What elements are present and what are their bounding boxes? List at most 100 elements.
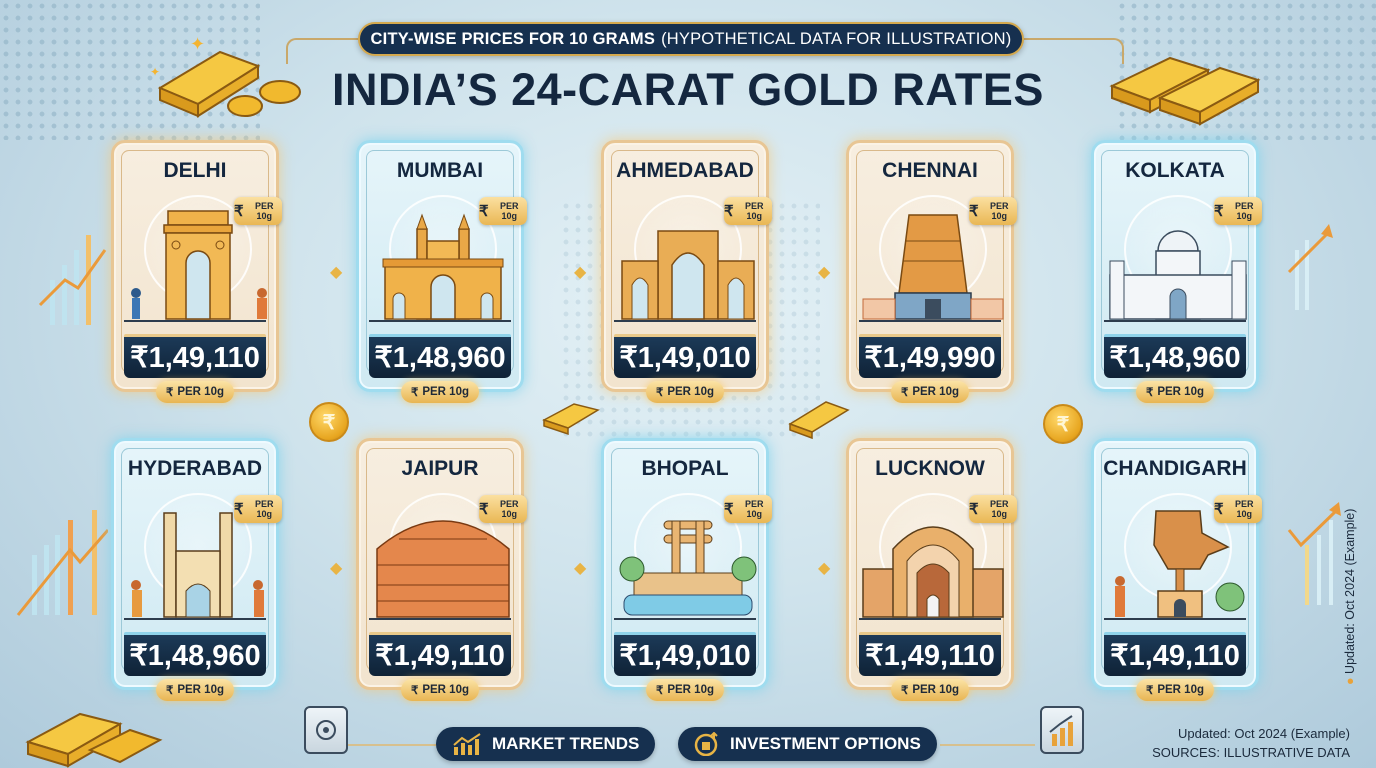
trend-chart-icon (16, 510, 108, 616)
rupee-icon: ₹ (479, 501, 489, 518)
per-10g-pill: ₹ PER 10g (891, 381, 969, 403)
city-card-delhi[interactable]: DELHI ₹ PER 10g ₹1,49,110 ₹ PER 10g (111, 140, 282, 403)
per-10g-pill: ₹ PER 10g (401, 381, 479, 403)
header-decor-line (1024, 38, 1124, 64)
per-10g-tag: ₹ PER 10g (234, 495, 282, 523)
rupee-icon: ₹ (234, 203, 244, 220)
investment-options-label: INVESTMENT OPTIONS (730, 734, 921, 753)
rupee-icon: ₹ (1214, 203, 1224, 220)
ground-line (369, 618, 511, 620)
per-10g-tag: ₹ PER 10g (479, 495, 527, 523)
gold-bars-icon (25, 712, 163, 768)
city-name: AHMEDABAD (616, 159, 754, 182)
price-value: ₹1,49,110 (859, 632, 1001, 676)
city-name: HYDERABAD (127, 457, 263, 480)
per-10g-tag: ₹ PER 10g (1214, 495, 1262, 523)
city-name: LUCKNOW (875, 457, 985, 480)
safe-vault-icon (304, 706, 348, 754)
ground-line (124, 618, 266, 620)
rupee-icon: ₹ (166, 387, 174, 399)
city-name: CHANDIGARH (1103, 457, 1247, 480)
rumi-darwaza-icon (862, 526, 1004, 618)
ground-line (124, 320, 266, 322)
rupee-icon: ₹ (901, 685, 909, 697)
gateway-of-india-icon (382, 213, 504, 320)
updated-vertical-note: ● Updated: Oct 2024 (Example) (1343, 508, 1357, 685)
city-name: JAIPUR (401, 457, 479, 480)
city-card-chennai[interactable]: CHENNAI ₹ PER 10g ₹1,49,990 ₹ PER 10g (846, 140, 1017, 403)
sanchi-gate-icon (619, 520, 757, 616)
per-10g-tag: ₹ PER 10g (724, 197, 772, 225)
connector-icon: ◆ (818, 558, 831, 577)
investment-options-button[interactable]: INVESTMENT OPTIONS (678, 727, 937, 761)
rupee-icon: ₹ (1146, 387, 1154, 399)
sources-note: SOURCES: ILLUSTRATIVE DATA (1152, 745, 1350, 760)
rupee-icon: ₹ (969, 501, 979, 518)
ground-line (859, 320, 1001, 322)
hawa-mahal-icon (376, 520, 510, 618)
ground-line (1104, 320, 1246, 322)
trend-arrow-icon (1287, 224, 1333, 310)
rupee-icon: ₹ (411, 387, 419, 399)
victoria-memorial-icon (1109, 230, 1247, 320)
per-10g-pill: ₹ PER 10g (156, 381, 234, 403)
city-card-hyderabad[interactable]: HYDERABAD ₹ PER 10g ₹1,48,960 ₹ PER 10g (111, 438, 282, 701)
rupee-icon: ● (1343, 677, 1357, 685)
per-10g-pill: ₹ PER 10g (1136, 381, 1214, 403)
city-card-kolkata[interactable]: KOLKATA ₹ PER 10g ₹1,48,960 ₹ PER 10g (1091, 140, 1262, 403)
rupee-icon: ₹ (724, 203, 734, 220)
charminar-icon (131, 512, 264, 618)
gold-bars-icon (1109, 56, 1261, 126)
rupee-coin-icon: ₹ (309, 402, 349, 442)
ground-line (614, 320, 756, 322)
svg-text:✦: ✦ (190, 34, 205, 55)
price-value: ₹1,49,010 (614, 632, 756, 676)
connector-icon: ◆ (574, 558, 587, 577)
rupee-icon: ₹ (411, 685, 419, 697)
city-name: MUMBAI (396, 159, 484, 182)
city-card-chandigarh[interactable]: CHANDIGARH ₹ PER 10g ₹1,49,110 ₹ PER 10g (1091, 438, 1262, 701)
chart-trend-icon (453, 733, 481, 755)
footer-note: Updated: Oct 2024 (Example) SOURCES: ILL… (1152, 724, 1350, 762)
market-trends-button[interactable]: MARKET TRENDS (436, 727, 656, 761)
rupee-icon: ₹ (479, 203, 489, 220)
ground-line (369, 320, 511, 322)
safe-chart-icon (1040, 706, 1084, 754)
trend-arrow-icon (1287, 502, 1341, 605)
per-10g-tag: ₹ PER 10g (479, 197, 527, 225)
rupee-icon: ₹ (969, 203, 979, 220)
per-10g-tag: ₹ PER 10g (234, 197, 282, 225)
rupee-icon: ₹ (1146, 685, 1154, 697)
city-card-mumbai[interactable]: MUMBAI ₹ PER 10g ₹1,48,960 ₹ PER 10g (356, 140, 527, 403)
city-card-bhopal[interactable]: BHOPAL ₹ PER 10g ₹1,49,010 ₹ PER 10g (601, 438, 772, 701)
ground-line (1104, 618, 1246, 620)
city-card-ahmedabad[interactable]: AHMEDABAD ₹ PER 10g ₹1,49,010 ₹ PER 10g (601, 140, 772, 403)
teen-darwaza-icon (621, 230, 755, 320)
market-trends-label: MARKET TRENDS (492, 734, 640, 753)
connector-icon: ◆ (818, 262, 831, 281)
investment-coin-icon (694, 732, 718, 756)
price-value: ₹1,48,960 (124, 632, 266, 676)
subtitle-banner: CITY-WISE PRICES FOR 10 GRAMS (HYPOTHETI… (358, 22, 1024, 56)
city-name: CHENNAI (882, 159, 978, 182)
trend-chart-icon (38, 235, 107, 325)
per-10g-pill: ₹ PER 10g (646, 679, 724, 701)
subtitle-bold: CITY-WISE PRICES FOR 10 GRAMS (370, 29, 656, 48)
ground-line (859, 618, 1001, 620)
header-decor-line (286, 38, 358, 64)
rupee-icon: ₹ (234, 501, 244, 518)
bottom-decor-line (940, 744, 1035, 746)
page-title: INDIA’S 24-CARAT GOLD RATES (332, 64, 1044, 115)
per-10g-pill: ₹ PER 10g (156, 679, 234, 701)
city-card-jaipur[interactable]: JAIPUR ₹ PER 10g ₹1,49,110 ₹ PER 10g (356, 438, 527, 701)
city-name: BHOPAL (641, 457, 729, 480)
city-name: DELHI (163, 159, 227, 182)
rupee-icon: ₹ (656, 685, 664, 697)
updated-date: Updated: Oct 2024 (Example) (1178, 726, 1350, 741)
per-10g-tag: ₹ PER 10g (969, 197, 1017, 225)
rupee-icon: ₹ (166, 685, 174, 697)
gold-bar-coins-icon: ✦ ✦ (150, 34, 301, 118)
city-card-lucknow[interactable]: LUCKNOW ₹ PER 10g ₹1,49,110 ₹ PER 10g (846, 438, 1017, 701)
connector-icon: ◆ (330, 558, 343, 577)
connector-icon: ◆ (574, 262, 587, 281)
